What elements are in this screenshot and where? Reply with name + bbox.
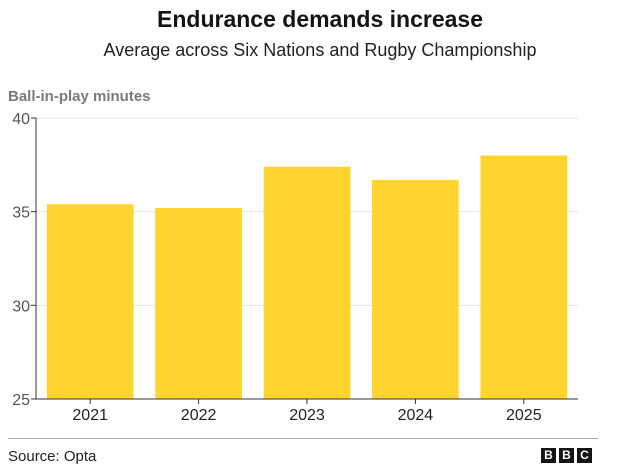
x-tick-label: 2021	[72, 407, 108, 424]
bbc-logo-letter: B	[559, 448, 574, 463]
footer-divider	[8, 438, 598, 439]
bbc-logo-letter: C	[577, 448, 592, 463]
bar-2024	[372, 179, 459, 399]
x-tick-label: 2025	[506, 407, 542, 424]
bbc-logo: B B C	[541, 448, 592, 463]
bar-2023	[263, 166, 351, 399]
y-tick-label: 30	[12, 298, 30, 315]
y-tick-label: 25	[12, 392, 30, 409]
bar-2021	[46, 204, 134, 399]
y-tick-labels: 25 30 35 40	[12, 111, 36, 409]
y-tick-label: 40	[12, 111, 30, 128]
y-axis-label: Ball-in-play minutes	[8, 88, 151, 105]
bars	[46, 155, 568, 399]
bar-chart: 25 30 35 40 2021 2022 2023 2024 2025	[12, 111, 578, 424]
x-tick-labels: 2021 2022 2023 2024 2025	[72, 399, 542, 424]
bar-2022	[155, 207, 242, 399]
y-tick-label: 35	[12, 205, 30, 222]
source-note: Source: Opta	[8, 448, 97, 465]
x-tick-label: 2024	[398, 407, 434, 424]
x-tick-label: 2022	[181, 407, 217, 424]
bbc-logo-letter: B	[541, 448, 556, 463]
x-tick-label: 2023	[289, 407, 325, 424]
bar-2025	[480, 155, 568, 399]
chart-subtitle: Average across Six Nations and Rugby Cha…	[103, 40, 537, 60]
chart-title: Endurance demands increase	[157, 6, 483, 32]
